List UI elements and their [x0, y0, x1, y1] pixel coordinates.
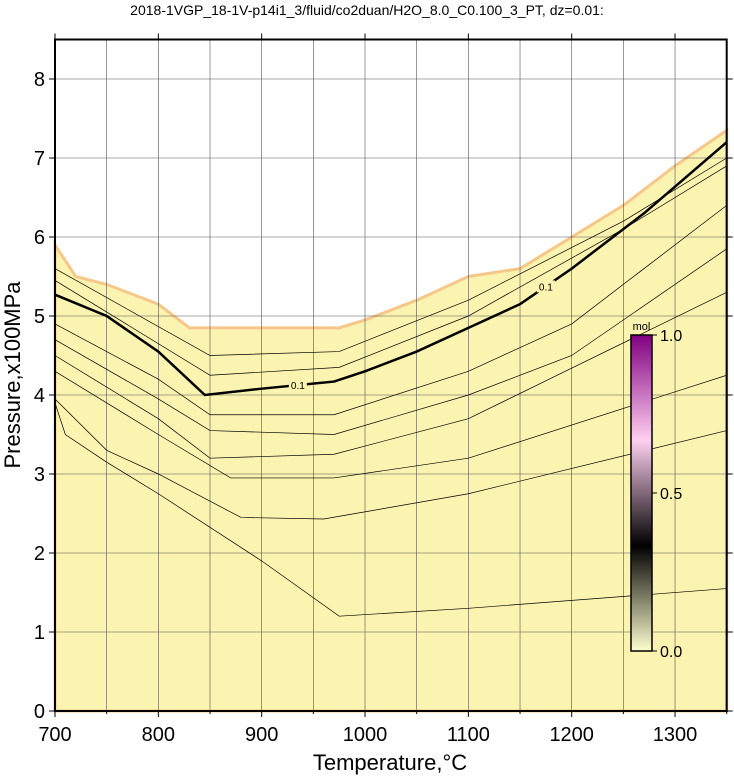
x-tick-label: 900: [245, 724, 278, 746]
colorbar-tick-label: 1.0: [660, 328, 682, 345]
x-tick-label: 700: [38, 724, 71, 746]
contour-line: [54, 205, 727, 416]
y-tick-label: 2: [34, 543, 45, 565]
contour-line: [54, 141, 728, 397]
y-tick-label: 8: [34, 69, 45, 91]
colorbar: [630, 334, 653, 652]
contour-label-bg: [536, 280, 555, 293]
contour-label-bg: [288, 379, 307, 392]
contour-line: [54, 248, 727, 435]
x-tick-label: 1100: [447, 724, 490, 746]
plot-frame: [54, 38, 728, 712]
y-tick-label: 4: [34, 385, 45, 407]
y-tick-label: 6: [34, 227, 45, 249]
contour-line: [54, 371, 727, 479]
chart-title: 2018-1VGP_18-1V-p14i1_3/fluid/co2duan/H2…: [130, 2, 604, 18]
colorbar-label: mol: [633, 321, 651, 333]
x-tick-label: 800: [142, 724, 175, 746]
contour-label: 0.1: [291, 381, 305, 392]
x-axis-label: Temperature,°C: [313, 750, 467, 775]
contour-line: [54, 398, 727, 520]
colorbar-tick-label: 0.5: [660, 486, 682, 503]
y-tick-label: 7: [34, 148, 45, 170]
contour-line: [54, 157, 727, 356]
y-tick-label: 1: [34, 622, 45, 644]
colorbar-tick-label: 0.0: [660, 644, 682, 661]
contour-line: [54, 402, 727, 617]
y-axis-label: Pressure,x100MPa: [0, 281, 25, 469]
x-tick-label: 1200: [549, 724, 594, 746]
y-tick-label: 3: [34, 464, 45, 486]
contour-label: 0.1: [539, 282, 553, 293]
x-tick-label: 1000: [343, 724, 388, 746]
y-tick-label: 5: [34, 306, 45, 328]
y-tick-label: 0: [34, 701, 45, 723]
stable-field: [53, 127, 729, 713]
contour-line: [54, 291, 727, 459]
contour-line: [54, 165, 727, 376]
x-tick-label: 1300: [653, 724, 698, 746]
